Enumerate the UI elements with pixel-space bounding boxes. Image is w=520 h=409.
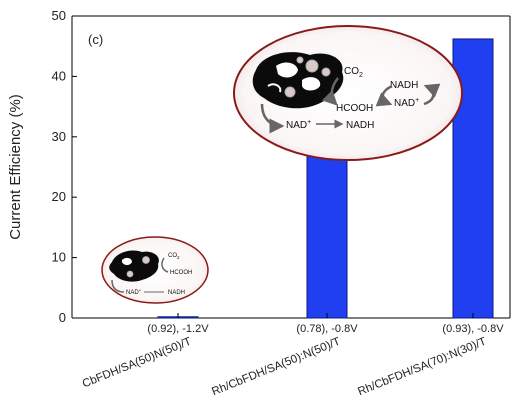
- small-hcooh-label: HCOOH: [170, 270, 192, 276]
- catalyst-blob-icon: [252, 52, 344, 109]
- large-nadh-label: NADH: [346, 120, 374, 131]
- condition-label: (0.78), -0.8V: [296, 323, 358, 335]
- small-co2-arrow-icon: [161, 257, 169, 273]
- y-tick-label: 10: [52, 250, 66, 265]
- large-nad-label: NAD+: [286, 119, 311, 131]
- category-label: CbFDH/SA(50)N(50)/T: [81, 336, 193, 391]
- category-labels: CbFDH/SA(50)N(50)/T Rh/CbFDH/SA(50):N(50)…: [81, 336, 488, 399]
- plot-frame: [71, 15, 511, 319]
- y-axis-ticks: 0 10 20 30 40 50: [52, 8, 77, 325]
- small-catalyst-blob-icon: [109, 250, 159, 282]
- large-recycle-arrow-icon: [260, 103, 285, 134]
- small-nad-label: NAD+: [126, 288, 142, 296]
- small-recycle-arrow-icon: [111, 279, 125, 293]
- cycle-left-arrow-icon: [375, 84, 393, 107]
- condition-labels: (0.92), -1.2V (0.78), -0.8V (0.93), -0.8V: [147, 323, 504, 335]
- y-axis-title: Current Efficiency (%): [7, 94, 24, 240]
- cycle-nadh-label: NADH: [390, 80, 418, 91]
- small-co2-label: CO2: [168, 253, 180, 260]
- large-co2-label: CO2: [344, 66, 363, 79]
- y-tick-label: 50: [52, 8, 66, 23]
- panel-label: (c): [88, 32, 103, 47]
- small-nadh-label: NADH: [168, 290, 185, 296]
- cycle-right-arrow-icon: [423, 83, 441, 106]
- condition-label: (0.93), -0.8V: [442, 323, 504, 335]
- y-tick-label: 0: [59, 310, 66, 325]
- y-tick-label: 20: [52, 189, 66, 204]
- large-hcooh-label: HCOOH: [336, 103, 373, 114]
- y-tick-label: 40: [52, 68, 66, 83]
- cycle-nad-label: NAD+: [394, 97, 419, 109]
- bar: [306, 150, 348, 319]
- condition-label: (0.92), -1.2V: [147, 323, 209, 335]
- large-inset-illustration: CO2 HCOOH NAD+ NADH NADH NAD+: [233, 25, 463, 161]
- category-label: Rh/CbFDH/SA(70):N(30)/T: [356, 336, 488, 399]
- large-co2-arrow-icon: [321, 77, 339, 106]
- y-tick-label: 30: [52, 129, 66, 144]
- small-inset-illustration: CO2 HCOOH NAD+ NADH: [101, 236, 209, 304]
- category-label: Rh/CbFDH/SA(50):N(50)/T: [210, 336, 342, 399]
